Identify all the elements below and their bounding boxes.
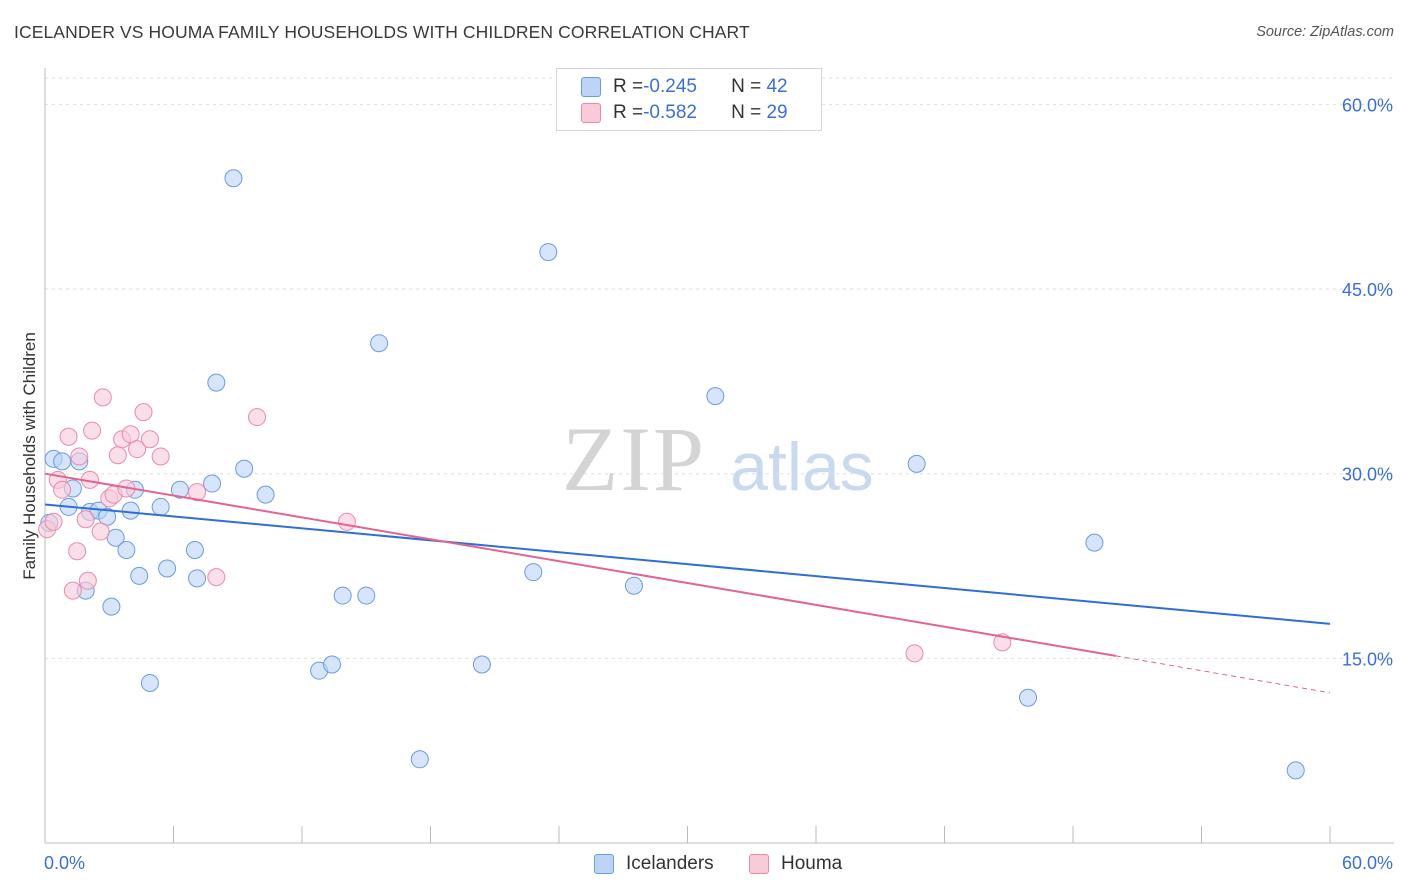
legend-item-icelanders[interactable]: Icelanders — [594, 852, 714, 876]
axes — [44, 68, 1394, 844]
icelanders-point — [524, 563, 543, 582]
houma-point — [63, 581, 82, 600]
icelanders-point — [410, 750, 429, 769]
icelanders-point — [151, 497, 170, 516]
icelanders-swatch — [594, 854, 614, 874]
watermark-atlas: atlas — [730, 429, 874, 505]
houma-point — [83, 421, 102, 440]
icelanders-point — [322, 655, 341, 674]
houma-point — [44, 512, 63, 531]
r-value: -0.245 — [643, 76, 697, 97]
houma-swatch — [749, 854, 769, 874]
icelanders-point — [185, 541, 204, 560]
watermark: ZIP atlas — [562, 408, 874, 510]
legend-item-houma[interactable]: Houma — [749, 852, 842, 876]
houma-point — [93, 388, 112, 407]
houma-point — [78, 571, 97, 590]
houma-point — [188, 483, 207, 502]
r-value: -0.582 — [643, 102, 697, 123]
houma-point — [59, 427, 78, 446]
y-tick-label: 30.0% — [1342, 465, 1393, 485]
icelanders-point — [1085, 533, 1104, 552]
y-tick-label: 15.0% — [1342, 649, 1393, 669]
houma-point — [128, 440, 147, 459]
icelanders-point — [624, 576, 643, 595]
icelanders-point — [472, 655, 491, 674]
houma-trend-extension — [1115, 655, 1331, 694]
houma-point — [91, 522, 110, 541]
houma-point — [53, 480, 72, 499]
x-tick-label: 0.0% — [44, 853, 85, 873]
chart-title: ICELANDER VS HOUMA FAMILY HOUSEHOLDS WIT… — [14, 22, 750, 42]
icelanders-point — [102, 597, 121, 616]
y-tick-label: 60.0% — [1342, 95, 1393, 115]
n-value: 29 — [766, 102, 788, 123]
houma-point — [68, 542, 87, 561]
icelanders-point — [1286, 761, 1305, 780]
houma-point — [905, 644, 924, 663]
icelanders-point — [907, 454, 926, 473]
houma-point — [151, 447, 170, 466]
legend-label-icelanders: Icelanders — [626, 853, 714, 874]
icelanders-point — [235, 459, 254, 478]
grid-lines — [45, 77, 1394, 659]
icelanders-trend-line — [44, 503, 1331, 625]
icelanders-point — [357, 586, 376, 605]
houma-point — [207, 568, 226, 587]
icelanders-point — [53, 452, 72, 471]
houma-point — [248, 408, 267, 427]
legend-stats: R = -0.245 N = 42 R = -0.582 N = 29 — [556, 68, 822, 131]
watermark-zip: ZIP — [562, 408, 706, 510]
icelanders-point — [1019, 688, 1038, 707]
trend-lines — [44, 472, 1331, 694]
legend-row-houma: R = -0.582 N = 29 — [581, 101, 788, 125]
icelanders-swatch — [581, 77, 601, 97]
x-tick-label: 60.0% — [1342, 853, 1393, 873]
icelanders-point — [117, 541, 136, 560]
icelanders-point — [706, 387, 725, 406]
y-tick-label: 45.0% — [1342, 280, 1393, 300]
r-label: R = — [613, 76, 644, 97]
houma-swatch — [581, 103, 601, 123]
houma-point — [140, 430, 159, 449]
icelanders-point — [130, 566, 149, 585]
houma-point — [108, 446, 127, 465]
icelanders-point — [224, 169, 243, 188]
houma-point — [76, 510, 95, 529]
legend-row-icelanders: R = -0.245 N = 42 — [581, 75, 788, 99]
n-label: N = — [731, 76, 767, 97]
icelanders-point — [203, 474, 222, 493]
r-label: R = — [613, 102, 644, 123]
icelanders-point — [207, 373, 226, 392]
data-points — [38, 169, 1305, 780]
houma-trend-line — [44, 472, 1117, 657]
icelanders-point — [140, 673, 159, 692]
x-tick-labels: 0.0% 60.0% — [44, 853, 1393, 873]
icelanders-point — [188, 569, 207, 588]
icelanders-point — [539, 243, 558, 262]
icelanders-point — [121, 501, 140, 520]
houma-point — [70, 447, 89, 466]
houma-point — [337, 512, 356, 531]
legend-label-houma: Houma — [781, 853, 843, 874]
y-axis-label: Family Households with Children — [20, 332, 39, 580]
n-value: 42 — [766, 76, 788, 97]
icelanders-point — [333, 586, 352, 605]
icelanders-point — [370, 334, 389, 353]
n-label: N = — [731, 102, 767, 123]
y-tick-labels: 15.0% 30.0% 45.0% 60.0% — [1342, 95, 1393, 669]
icelanders-point — [256, 485, 275, 504]
icelanders-point — [158, 559, 177, 578]
houma-point — [134, 403, 153, 422]
source-label: Source: ZipAtlas.com — [1256, 24, 1394, 40]
